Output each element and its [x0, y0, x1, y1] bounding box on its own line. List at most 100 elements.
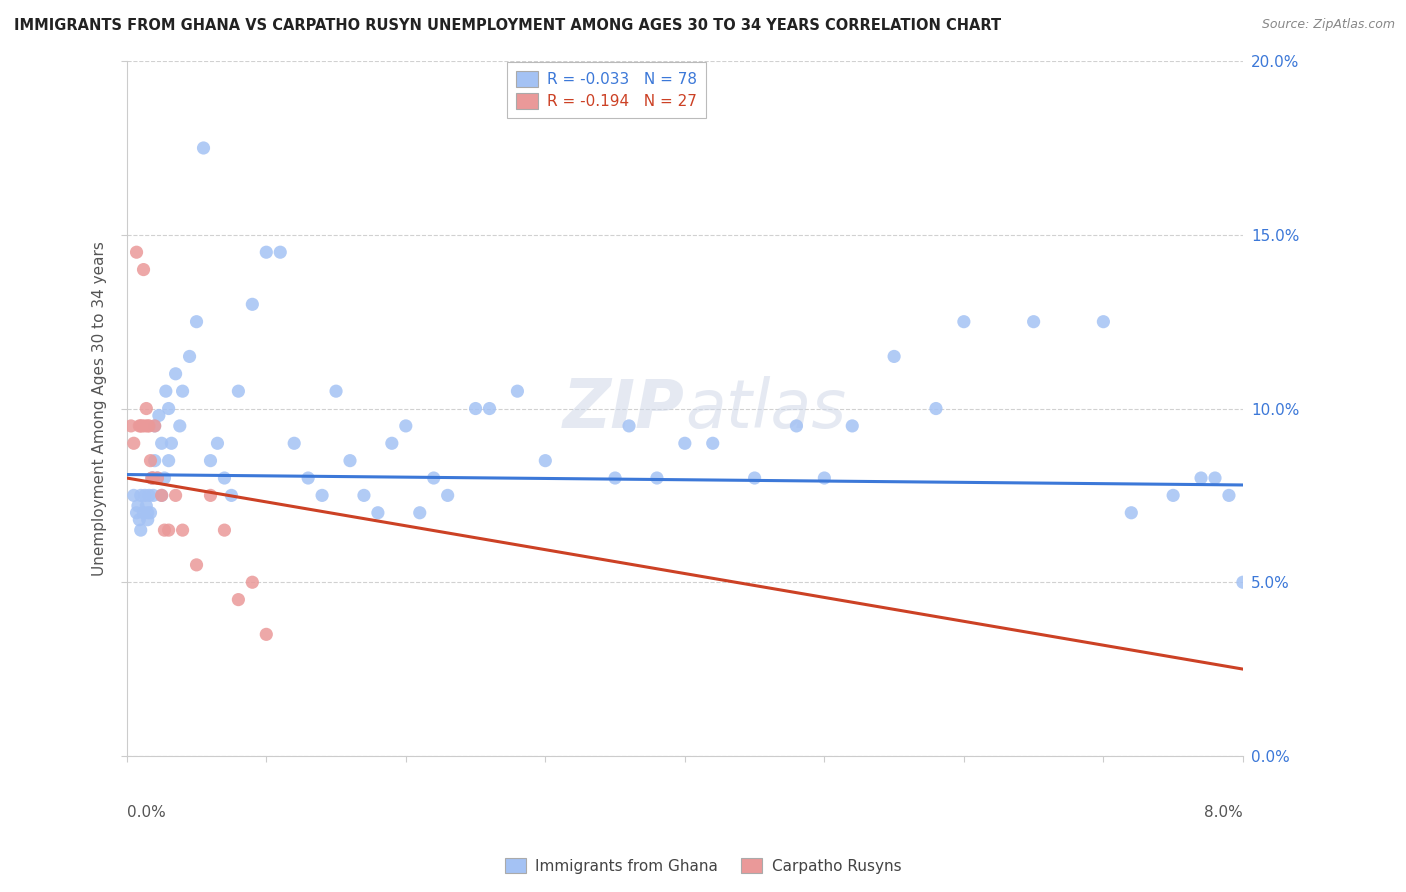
- Point: [129, 488, 152, 502]
- Point: [744, 471, 766, 485]
- Point: [143, 418, 166, 433]
- Point: [146, 471, 169, 485]
- Point: [534, 453, 557, 467]
- Point: [1161, 488, 1184, 502]
- Point: [142, 488, 165, 502]
- Point: [283, 436, 305, 450]
- Legend: R = -0.033   N = 78, R = -0.194   N = 27: R = -0.033 N = 78, R = -0.194 N = 27: [508, 62, 706, 119]
- Point: [139, 506, 162, 520]
- Point: [813, 471, 835, 485]
- Point: [478, 401, 501, 416]
- Point: [139, 453, 162, 467]
- Text: atlas: atlas: [685, 376, 846, 442]
- Point: [207, 436, 229, 450]
- Point: [125, 506, 148, 520]
- Point: [381, 436, 404, 450]
- Text: Source: ZipAtlas.com: Source: ZipAtlas.com: [1261, 18, 1395, 31]
- Point: [155, 384, 177, 399]
- Point: [1232, 575, 1254, 590]
- Point: [1022, 315, 1045, 329]
- Point: [200, 453, 222, 467]
- Point: [157, 401, 180, 416]
- Point: [603, 471, 626, 485]
- Point: [122, 436, 145, 450]
- Point: [1218, 488, 1240, 502]
- Point: [169, 418, 191, 433]
- Point: [311, 488, 333, 502]
- Point: [179, 350, 201, 364]
- Point: [134, 488, 156, 502]
- Point: [157, 523, 180, 537]
- Point: [160, 436, 183, 450]
- Point: [240, 575, 263, 590]
- Text: ZIP: ZIP: [562, 376, 685, 442]
- Point: [367, 506, 389, 520]
- Point: [135, 401, 157, 416]
- Point: [138, 488, 160, 502]
- Point: [925, 401, 948, 416]
- Point: [132, 506, 155, 520]
- Point: [146, 471, 169, 485]
- Point: [143, 418, 166, 433]
- Point: [214, 523, 236, 537]
- Point: [172, 523, 194, 537]
- Point: [436, 488, 458, 502]
- Point: [297, 471, 319, 485]
- Point: [141, 471, 163, 485]
- Text: 8.0%: 8.0%: [1204, 805, 1243, 820]
- Point: [506, 384, 529, 399]
- Point: [339, 453, 361, 467]
- Point: [142, 471, 165, 485]
- Point: [1092, 315, 1115, 329]
- Point: [785, 418, 807, 433]
- Point: [120, 418, 142, 433]
- Point: [153, 471, 176, 485]
- Point: [883, 350, 905, 364]
- Point: [254, 245, 277, 260]
- Point: [129, 418, 152, 433]
- Point: [221, 488, 243, 502]
- Point: [193, 141, 215, 155]
- Point: [165, 488, 187, 502]
- Point: [186, 558, 208, 572]
- Point: [617, 418, 640, 433]
- Point: [150, 436, 173, 450]
- Point: [1260, 471, 1282, 485]
- Point: [134, 418, 156, 433]
- Point: [127, 499, 149, 513]
- Legend: Immigrants from Ghana, Carpatho Rusyns: Immigrants from Ghana, Carpatho Rusyns: [499, 852, 907, 880]
- Point: [200, 488, 222, 502]
- Y-axis label: Unemployment Among Ages 30 to 34 years: Unemployment Among Ages 30 to 34 years: [93, 241, 107, 576]
- Point: [1121, 506, 1143, 520]
- Point: [422, 471, 444, 485]
- Point: [353, 488, 375, 502]
- Point: [645, 471, 668, 485]
- Point: [240, 297, 263, 311]
- Point: [325, 384, 347, 399]
- Point: [254, 627, 277, 641]
- Point: [395, 418, 418, 433]
- Point: [165, 367, 187, 381]
- Point: [953, 315, 976, 329]
- Point: [409, 506, 432, 520]
- Point: [172, 384, 194, 399]
- Point: [141, 471, 163, 485]
- Point: [269, 245, 291, 260]
- Point: [135, 499, 157, 513]
- Point: [157, 453, 180, 467]
- Point: [228, 592, 250, 607]
- Point: [153, 523, 176, 537]
- Point: [143, 453, 166, 467]
- Point: [128, 513, 150, 527]
- Point: [150, 488, 173, 502]
- Point: [136, 418, 159, 433]
- Point: [125, 245, 148, 260]
- Point: [132, 262, 155, 277]
- Point: [464, 401, 486, 416]
- Point: [841, 418, 863, 433]
- Point: [1204, 471, 1226, 485]
- Point: [1246, 488, 1268, 502]
- Point: [138, 418, 160, 433]
- Point: [129, 523, 152, 537]
- Point: [131, 418, 153, 433]
